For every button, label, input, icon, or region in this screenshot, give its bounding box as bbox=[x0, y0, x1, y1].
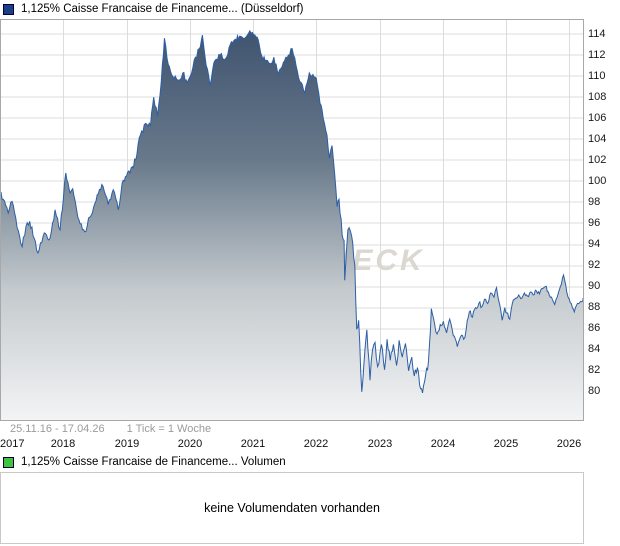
y-tick-label: 110 bbox=[588, 69, 606, 82]
x-tick-label: 2022 bbox=[303, 438, 329, 450]
no-volume-data-message: keine Volumendaten vorhanden bbox=[204, 501, 380, 515]
price-chart-canvas[interactable]: CHECK bbox=[0, 19, 584, 421]
x-tick-label: 2019 bbox=[114, 438, 140, 450]
y-tick-label: 84 bbox=[588, 343, 601, 356]
price-series-label: 1,125% Caisse Francaise de Financeme... … bbox=[21, 3, 304, 15]
y-tick-label: 102 bbox=[588, 153, 607, 166]
x-tick-label: 2020 bbox=[177, 438, 203, 450]
price-series-swatch bbox=[3, 3, 14, 15]
y-tick-label: 88 bbox=[588, 301, 601, 314]
volume-series-swatch bbox=[3, 456, 14, 468]
volume-series-label: 1,125% Caisse Francaise de Financeme... … bbox=[21, 456, 286, 468]
price-x-axis: 2017 2018 2019 2020 2021 2022 2023 2024 2025 2026 bbox=[0, 438, 620, 452]
volume-panel: keine Volumendaten vorhanden bbox=[0, 472, 584, 544]
x-tick-label: 2018 bbox=[50, 438, 76, 450]
chart-footer: 25.11.16 - 17.04.26 1 Tick = 1 Woche bbox=[10, 423, 233, 435]
tick-unit-label: 1 Tick = 1 Woche bbox=[126, 423, 212, 435]
y-tick-label: 100 bbox=[588, 174, 607, 187]
price-chart-legend: 1,125% Caisse Francaise de Financeme... … bbox=[3, 3, 304, 15]
y-tick-label: 80 bbox=[588, 385, 601, 398]
y-tick-label: 104 bbox=[588, 132, 607, 145]
x-tick-label: 2024 bbox=[430, 438, 456, 450]
y-tick-label: 106 bbox=[588, 111, 607, 124]
y-tick-label: 90 bbox=[588, 280, 601, 293]
x-tick-label: 2025 bbox=[493, 438, 519, 450]
y-tick-label: 94 bbox=[588, 238, 601, 250]
y-tick-label: 82 bbox=[588, 364, 601, 377]
y-tick-label: 114 bbox=[588, 27, 606, 40]
x-tick-label: 2017 bbox=[0, 438, 25, 450]
y-tick-label: 98 bbox=[588, 195, 601, 208]
x-tick-label: 2021 bbox=[240, 438, 266, 450]
price-y-axis: 114 112 110 108 106 104 102 100 98 96 94 92 90 88 86 84… bbox=[588, 0, 620, 440]
y-tick-label: 108 bbox=[588, 90, 607, 103]
x-tick-label: 2026 bbox=[556, 438, 582, 450]
y-tick-label: 96 bbox=[588, 216, 601, 229]
y-tick-label: 92 bbox=[588, 259, 601, 272]
y-tick-label: 86 bbox=[588, 322, 601, 335]
y-tick-label: 112 bbox=[588, 48, 606, 61]
price-line bbox=[0, 29, 584, 394]
date-range-label: 25.11.16 - 17.04.26 bbox=[10, 423, 105, 435]
volume-chart-legend: 1,125% Caisse Francaise de Financeme... … bbox=[3, 456, 286, 468]
price-area bbox=[0, 30, 583, 421]
plot-border bbox=[0, 19, 584, 421]
x-tick-label: 2023 bbox=[367, 438, 393, 450]
